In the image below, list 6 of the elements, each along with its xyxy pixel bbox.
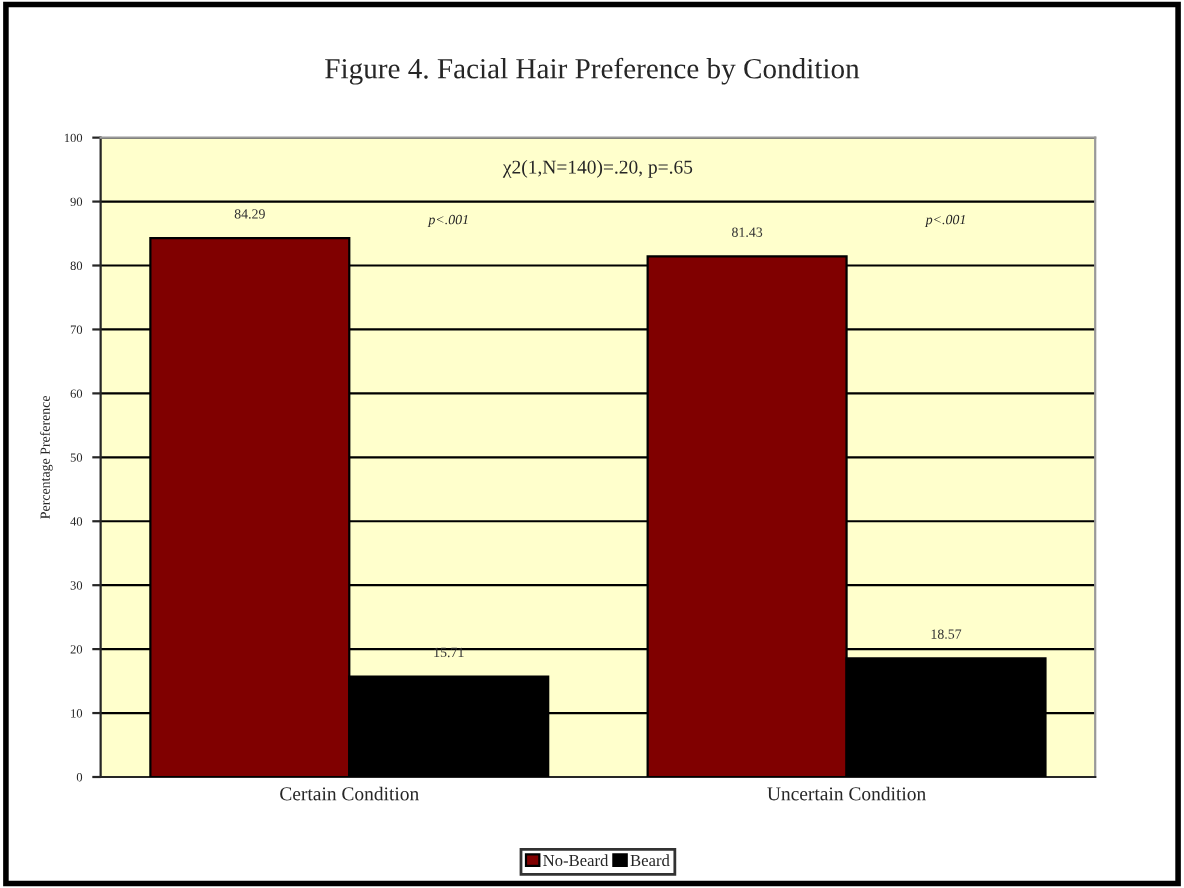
legend-label: Beard — [630, 854, 670, 867]
chart-title: Figure 4. Facial Hair Preference by Condition — [325, 57, 860, 85]
x-tick-label: Uncertain Condition — [767, 786, 926, 801]
x-tick-label: Certain Condition — [280, 786, 419, 801]
annotation: χ2(1,N=140)=.20, p=.65 — [502, 160, 693, 178]
legend-label: No-Beard — [543, 854, 609, 867]
